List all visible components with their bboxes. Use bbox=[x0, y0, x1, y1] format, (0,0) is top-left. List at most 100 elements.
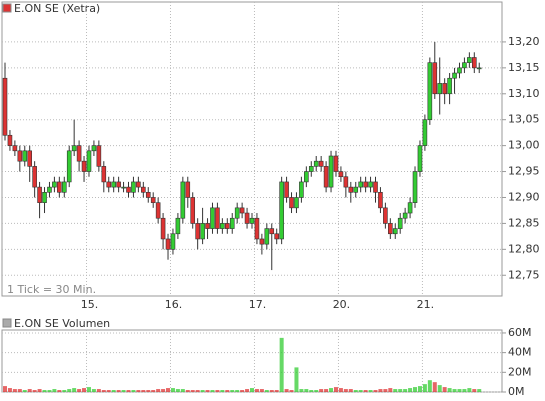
candle-body bbox=[234, 207, 240, 219]
candle-body bbox=[145, 191, 151, 198]
y-tick-label: 13,20 bbox=[508, 35, 540, 48]
volume-bar bbox=[230, 390, 235, 392]
candle-body bbox=[215, 207, 220, 229]
volume-bar bbox=[91, 389, 96, 392]
candle-body bbox=[91, 145, 97, 152]
volume-bar bbox=[388, 388, 393, 392]
candle-body bbox=[150, 197, 156, 203]
candle-body bbox=[71, 145, 77, 152]
candle-body bbox=[136, 181, 141, 188]
candle-body bbox=[294, 197, 299, 209]
volume-bar bbox=[245, 389, 250, 392]
volume-bar bbox=[37, 389, 42, 392]
volume-bar bbox=[86, 387, 91, 392]
candle-body bbox=[318, 160, 324, 167]
volume-bar bbox=[126, 390, 131, 392]
candle-body bbox=[210, 207, 215, 229]
candle-body bbox=[111, 181, 116, 188]
candle-body bbox=[407, 202, 413, 214]
volume-bar bbox=[111, 390, 116, 392]
candle-body bbox=[432, 62, 438, 95]
y-tick-label: 13,15 bbox=[508, 61, 540, 74]
candle-body bbox=[289, 197, 294, 209]
candle-body bbox=[279, 181, 284, 240]
y-tick-label: 13,10 bbox=[508, 87, 540, 100]
volume-bar bbox=[220, 390, 225, 392]
volume-bar bbox=[422, 384, 427, 392]
volume-frame bbox=[1, 329, 503, 393]
x-tick-label: 16. bbox=[165, 298, 183, 311]
volume-bar bbox=[299, 389, 304, 392]
candle-body bbox=[76, 145, 82, 162]
volume-bar bbox=[309, 390, 314, 392]
tick-note: 1 Tick = 30 Min. bbox=[7, 283, 96, 296]
volume-bar bbox=[195, 390, 200, 392]
candle-body bbox=[383, 207, 388, 224]
volume-bar bbox=[289, 390, 294, 392]
candle-body bbox=[32, 166, 37, 188]
y-tick-label: 12,75 bbox=[508, 268, 540, 281]
volume-bar bbox=[338, 388, 343, 392]
volume-bar bbox=[3, 386, 7, 392]
volume-bar bbox=[442, 387, 447, 392]
volume-bar bbox=[205, 390, 210, 392]
candle-body bbox=[22, 150, 28, 162]
y-tick-label: 0M bbox=[508, 385, 525, 398]
candle-body bbox=[427, 62, 433, 121]
candle-body bbox=[363, 181, 368, 188]
volume-bar bbox=[52, 389, 57, 392]
candle-body bbox=[254, 217, 260, 240]
candle-body bbox=[392, 228, 398, 235]
volume-bar bbox=[398, 389, 403, 392]
candle-body bbox=[397, 217, 403, 229]
volume-bar bbox=[363, 390, 368, 392]
candle-body bbox=[205, 223, 210, 229]
candle-body bbox=[17, 150, 23, 162]
candle-body bbox=[447, 77, 452, 95]
volume-bar bbox=[254, 389, 259, 392]
legend-swatch bbox=[2, 318, 12, 328]
candle-body bbox=[225, 223, 230, 229]
candle-body bbox=[155, 202, 161, 219]
volume-title: E.ON SE Volumen bbox=[14, 317, 110, 330]
volume-bar bbox=[96, 389, 101, 392]
candle-body bbox=[27, 150, 33, 167]
x-tick-label: 21. bbox=[417, 298, 435, 311]
volume-bar bbox=[477, 389, 482, 392]
volume-bar bbox=[274, 390, 279, 392]
y-tick-label: 13,00 bbox=[508, 139, 540, 152]
candle-body bbox=[244, 212, 250, 224]
volume-bar bbox=[106, 390, 111, 392]
candle-body bbox=[52, 181, 57, 188]
candle-body bbox=[264, 228, 270, 245]
volume-bar bbox=[240, 390, 245, 392]
volume-bar bbox=[437, 385, 442, 392]
volume-bar bbox=[472, 389, 477, 392]
volume-bar bbox=[156, 389, 161, 392]
volume-bar bbox=[383, 389, 388, 392]
volume-bar bbox=[393, 389, 398, 392]
candle-body bbox=[249, 217, 255, 224]
candle-body bbox=[442, 83, 447, 95]
volume-bar bbox=[42, 390, 47, 392]
candle-body bbox=[66, 150, 72, 183]
volume-bar bbox=[329, 388, 334, 392]
volume-bar bbox=[462, 389, 467, 392]
candle-body bbox=[86, 150, 92, 172]
candle-body bbox=[200, 223, 205, 240]
candle-body bbox=[61, 181, 67, 193]
volume-bar bbox=[131, 390, 136, 392]
volume-bar bbox=[408, 388, 413, 392]
volume-bar bbox=[72, 388, 77, 392]
volume-bar bbox=[259, 389, 264, 392]
candle-body bbox=[126, 186, 131, 193]
y-tick-label: 12,90 bbox=[508, 190, 540, 203]
volume-bar bbox=[279, 337, 284, 392]
candle-body bbox=[121, 186, 126, 189]
candle-body bbox=[2, 77, 8, 136]
candle-body bbox=[47, 186, 52, 193]
volume-bar bbox=[304, 389, 309, 392]
volume-bar bbox=[190, 390, 195, 392]
y-tick-label: 40M bbox=[508, 346, 532, 359]
y-tick-label: 60M bbox=[508, 326, 532, 339]
